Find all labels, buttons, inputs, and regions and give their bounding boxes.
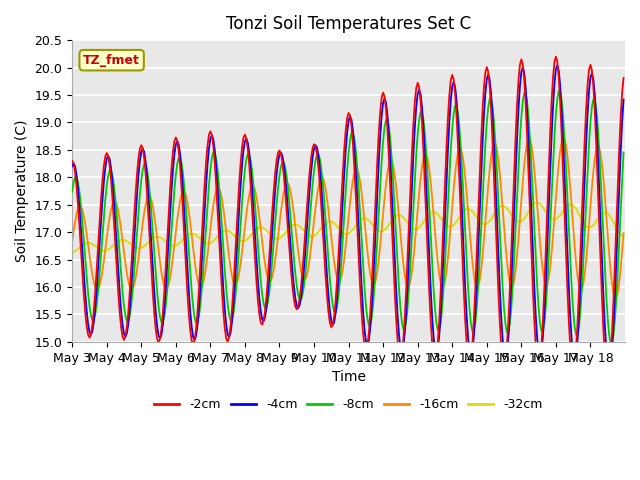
- -16cm: [543, 281, 551, 287]
- Title: Tonzi Soil Temperatures Set C: Tonzi Soil Temperatures Set C: [226, 15, 471, 33]
- -2cm: [104, 153, 112, 159]
- -32cm: [620, 233, 627, 239]
- -4cm: [554, 62, 561, 68]
- Line: -32cm: -32cm: [72, 203, 623, 253]
- -2cm: [352, 192, 360, 198]
- Line: -8cm: -8cm: [72, 91, 623, 343]
- -16cm: [68, 239, 76, 244]
- -4cm: [68, 163, 76, 169]
- -16cm: [461, 174, 469, 180]
- Line: -16cm: -16cm: [72, 138, 623, 298]
- -16cm: [620, 230, 627, 236]
- -8cm: [608, 340, 616, 346]
- -4cm: [543, 244, 551, 250]
- -2cm: [87, 332, 95, 337]
- -16cm: [559, 135, 567, 141]
- -4cm: [620, 96, 627, 102]
- Text: TZ_fmet: TZ_fmet: [83, 54, 140, 67]
- -8cm: [87, 312, 95, 318]
- -16cm: [352, 167, 360, 172]
- -32cm: [545, 213, 552, 219]
- -8cm: [620, 150, 627, 156]
- Line: -4cm: -4cm: [72, 65, 623, 368]
- -32cm: [104, 247, 112, 252]
- -4cm: [352, 168, 360, 173]
- -8cm: [104, 173, 112, 179]
- -2cm: [604, 373, 612, 379]
- -4cm: [605, 365, 613, 371]
- -2cm: [552, 54, 560, 60]
- Y-axis label: Soil Temperature (C): Soil Temperature (C): [15, 120, 29, 262]
- -32cm: [533, 200, 541, 205]
- -4cm: [104, 153, 112, 159]
- -2cm: [543, 208, 551, 214]
- -32cm: [68, 250, 76, 256]
- -4cm: [87, 332, 95, 337]
- -4cm: [461, 285, 469, 290]
- -4cm: [618, 119, 626, 125]
- -8cm: [543, 281, 551, 287]
- -32cm: [617, 232, 625, 238]
- -16cm: [104, 225, 112, 230]
- -16cm: [611, 295, 619, 301]
- -2cm: [461, 317, 469, 323]
- X-axis label: Time: Time: [332, 370, 365, 384]
- -2cm: [68, 158, 76, 164]
- -2cm: [618, 90, 626, 96]
- Line: -2cm: -2cm: [72, 57, 623, 376]
- -16cm: [87, 262, 95, 268]
- -32cm: [87, 240, 95, 246]
- -32cm: [352, 223, 360, 228]
- -16cm: [618, 249, 626, 254]
- -2cm: [620, 75, 627, 81]
- -32cm: [461, 207, 469, 213]
- -8cm: [618, 177, 626, 182]
- -8cm: [461, 230, 469, 236]
- -8cm: [68, 189, 76, 195]
- -8cm: [555, 88, 563, 94]
- -8cm: [352, 147, 360, 153]
- Legend: -2cm, -4cm, -8cm, -16cm, -32cm: -2cm, -4cm, -8cm, -16cm, -32cm: [149, 394, 548, 417]
